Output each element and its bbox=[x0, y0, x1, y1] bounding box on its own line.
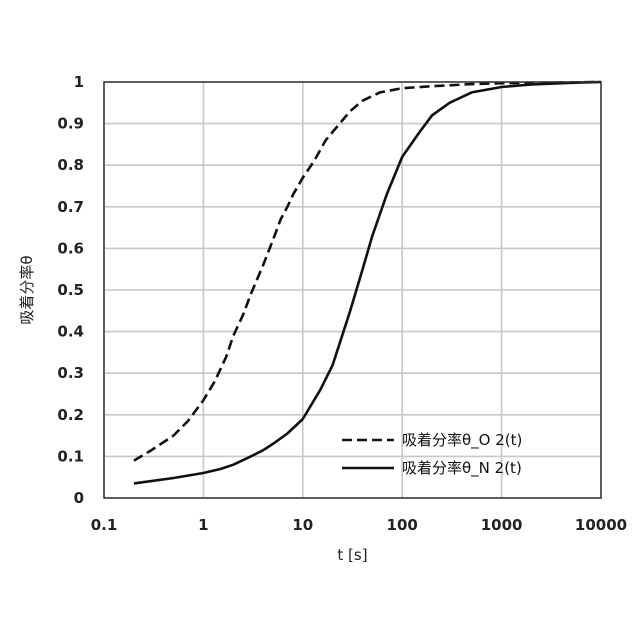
y-axis-label: 吸着分率θ bbox=[18, 255, 36, 324]
legend-label: 吸着分率θ_O 2(t) bbox=[402, 431, 522, 450]
y-tick-label: 1 bbox=[74, 73, 84, 91]
y-tick-label: 0.2 bbox=[57, 406, 84, 424]
y-tick-label: 0.6 bbox=[57, 239, 84, 257]
y-tick-label: 0.5 bbox=[57, 281, 84, 299]
y-tick-label: 0 bbox=[74, 489, 84, 507]
y-tick-label: 0.3 bbox=[57, 364, 84, 382]
y-tick-label: 0.8 bbox=[57, 156, 84, 174]
y-tick-label: 0.1 bbox=[57, 447, 84, 465]
y-tick-label: 0.4 bbox=[57, 323, 84, 341]
y-tick-label: 0.9 bbox=[57, 115, 84, 133]
x-axis-label: t [s] bbox=[337, 546, 367, 564]
x-tick-label: 100 bbox=[387, 516, 418, 534]
x-tick-label: 1000 bbox=[481, 516, 523, 534]
y-tick-label: 0.7 bbox=[57, 198, 84, 216]
x-tick-label: 10000 bbox=[575, 516, 627, 534]
legend-label: 吸着分率θ_N 2(t) bbox=[402, 459, 522, 478]
x-tick-label: 10 bbox=[292, 516, 313, 534]
x-tick-label: 1 bbox=[198, 516, 208, 534]
x-tick-label: 0.1 bbox=[91, 516, 118, 534]
